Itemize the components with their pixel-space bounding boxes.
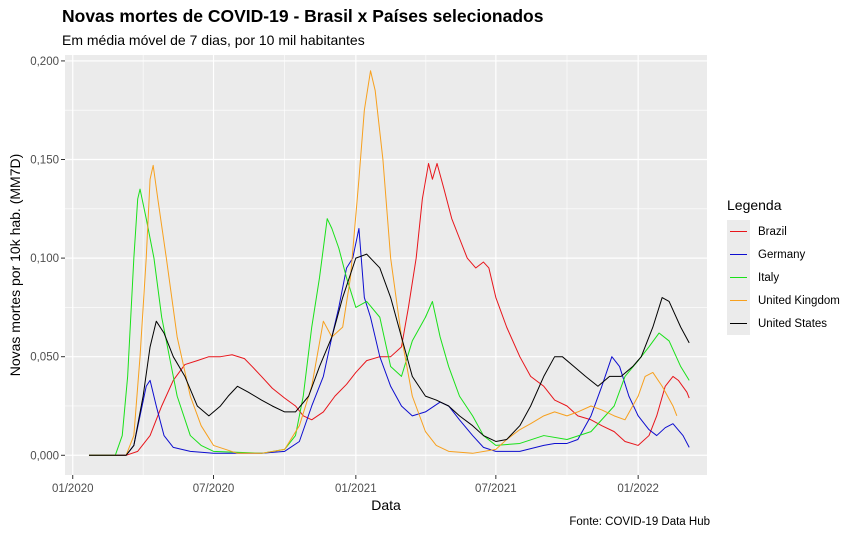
legend-items: Brazil Germany Italy United Kingdom United S… xyxy=(727,220,857,335)
legend-label: Germany xyxy=(758,248,806,261)
legend-key xyxy=(727,243,750,266)
x-tick-label: 01/2022 xyxy=(617,483,659,495)
y-tick-label: 0,100 xyxy=(30,253,59,265)
legend-label: Italy xyxy=(758,271,780,284)
legend-item-united-states: United States xyxy=(727,312,857,335)
series-line-united-kingdom xyxy=(88,70,678,456)
legend-key xyxy=(727,289,750,312)
axes: 0,000 0,050 0,100 0,150 0,200 01/2020 07/2020 0… xyxy=(30,56,659,495)
series-lines xyxy=(88,70,690,456)
chart-title: Novas mortes de COVID-19 - Brasil x País… xyxy=(62,6,544,26)
legend-item-united-kingdom: United Kingdom xyxy=(727,289,857,312)
legend-key xyxy=(727,312,750,335)
plot-panel xyxy=(65,55,707,475)
y-tick-label: 0,050 xyxy=(30,352,59,364)
legend-key xyxy=(727,220,750,243)
legend-item-germany: Germany xyxy=(727,243,857,266)
legend-line-swatch xyxy=(730,323,747,324)
x-tick-label: 01/2021 xyxy=(335,483,377,495)
chart-subtitle: Em média móvel de 7 dias, por 10 mil hab… xyxy=(62,32,365,48)
x-tick-label: 07/2020 xyxy=(193,483,235,495)
series-line-brazil xyxy=(88,162,690,456)
series-line-germany xyxy=(88,228,690,456)
legend-line-swatch xyxy=(730,254,747,255)
minor-gridlines xyxy=(65,55,707,475)
y-tick-label: 0,000 xyxy=(30,450,59,462)
legend-line-swatch xyxy=(730,300,747,301)
legend-key xyxy=(727,266,750,289)
series-line-united-states xyxy=(88,253,690,456)
y-tick-label: 0,150 xyxy=(30,155,59,167)
series-line-italy xyxy=(88,188,690,456)
legend-item-brazil: Brazil xyxy=(727,220,857,243)
legend-item-italy: Italy xyxy=(727,266,857,289)
legend: Legenda Brazil Germany Italy United Kingdom… xyxy=(727,197,857,335)
legend-label: United States xyxy=(758,317,828,330)
y-tick-label: 0,200 xyxy=(30,56,59,68)
legend-title: Legenda xyxy=(727,197,782,213)
legend-label: United Kingdom xyxy=(758,294,840,307)
x-tick-label: 01/2020 xyxy=(52,483,94,495)
legend-line-swatch xyxy=(730,277,747,278)
x-tick-label: 07/2021 xyxy=(475,483,517,495)
chart-caption: Fonte: COVID-19 Data Hub xyxy=(569,516,710,528)
x-axis-label: Data xyxy=(371,497,401,513)
major-gridlines xyxy=(65,55,707,475)
legend-label: Brazil xyxy=(758,225,787,238)
legend-line-swatch xyxy=(730,231,747,232)
y-axis-label: Novas mortes por 10k hab. (MM7D) xyxy=(7,154,23,377)
